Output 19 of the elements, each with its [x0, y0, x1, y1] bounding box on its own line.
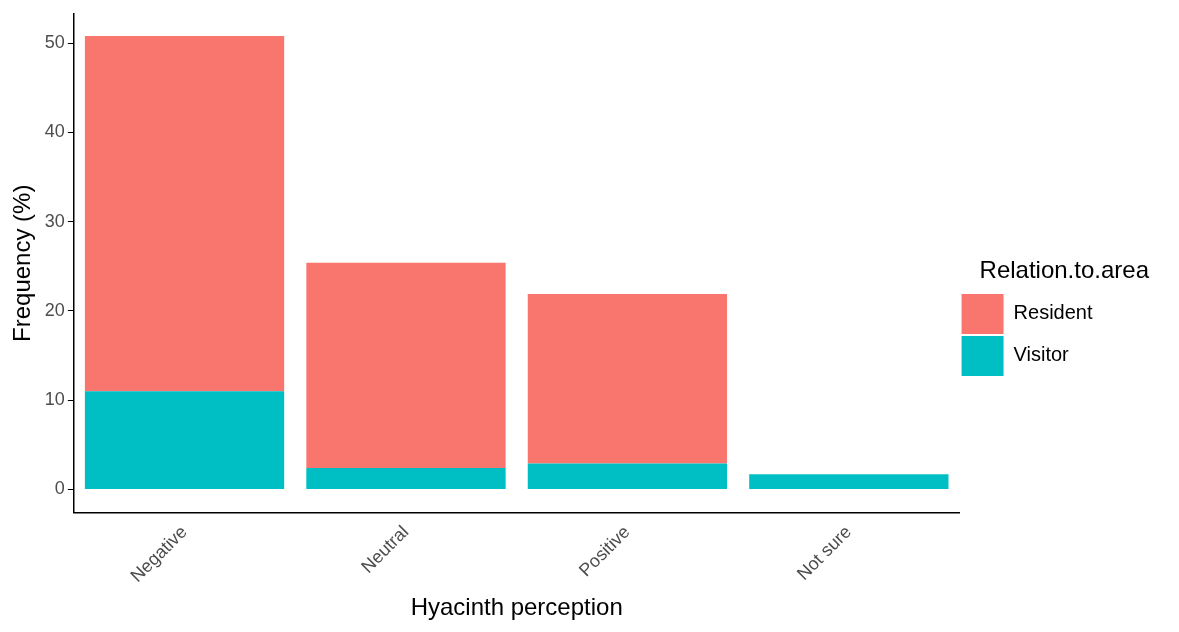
legend-title: Relation.to.area [979, 255, 1150, 283]
bar [527, 463, 728, 489]
y-tick-label: 50 [44, 32, 65, 53]
bar [84, 391, 285, 489]
bar [749, 474, 949, 489]
y-tick-label: 10 [44, 389, 65, 410]
y-axis-title: Frequency (%) [8, 184, 36, 342]
legend-label: Resident [1013, 301, 1093, 324]
y-tick-label: 30 [44, 210, 65, 231]
bar [306, 468, 506, 489]
y-tick-label: 20 [44, 299, 65, 320]
legend-label: Visitor [1013, 343, 1070, 366]
bar [306, 262, 506, 469]
y-tick-label: 0 [54, 478, 65, 499]
x-axis-title: Hyacinth perception [410, 593, 623, 621]
x-tick-label: Not sure [792, 521, 856, 584]
bar [527, 294, 728, 464]
bar [84, 36, 285, 392]
y-tick-label: 40 [44, 121, 65, 142]
